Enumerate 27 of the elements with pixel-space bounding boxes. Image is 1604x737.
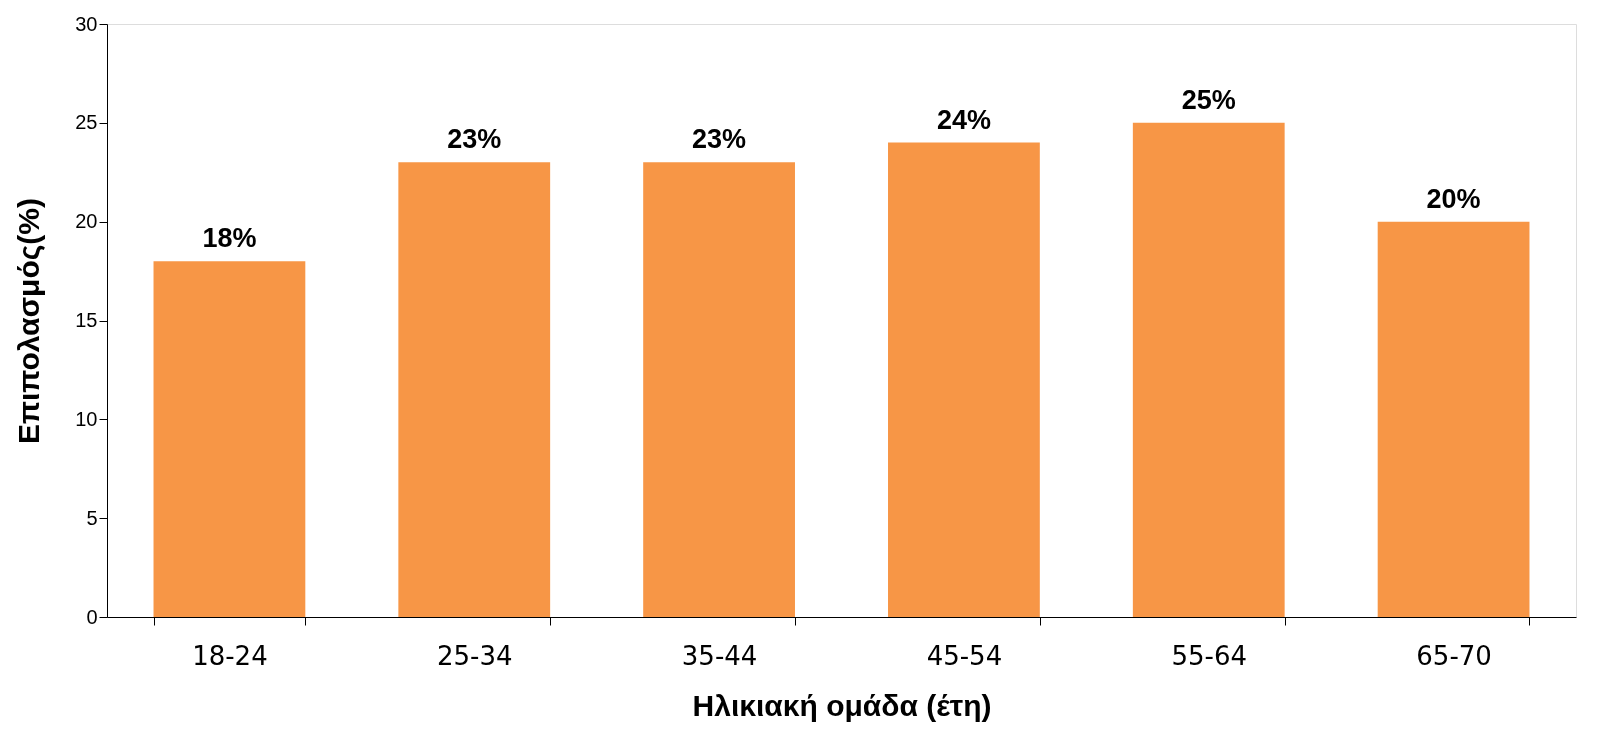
- y-tick-label: 5: [86, 506, 98, 529]
- data-label: 24%: [936, 104, 991, 135]
- bar: [1132, 122, 1285, 617]
- bar: [1377, 221, 1530, 617]
- bar: [643, 162, 795, 617]
- data-label: 25%: [1181, 84, 1236, 115]
- y-axis-title: Επιπολασμός(%): [12, 198, 46, 444]
- x-tick-label: 25-34: [436, 640, 513, 671]
- y-tick-label: 10: [75, 407, 98, 430]
- bar: [153, 261, 306, 617]
- y-tick-label: 25: [75, 111, 98, 134]
- x-tick-label: 35-44: [681, 640, 758, 671]
- x-tick-label: 45-54: [926, 640, 1003, 671]
- y-tick-label: 0: [86, 605, 98, 628]
- x-axis-title: Ηλικιακή ομάδα (έτη): [692, 688, 992, 722]
- x-tick-label: 18-24: [192, 640, 268, 671]
- bar: [398, 162, 551, 617]
- bar: [888, 142, 1040, 617]
- data-label: 23%: [692, 124, 747, 155]
- data-label: 18%: [202, 223, 257, 254]
- y-tick-label: 20: [75, 210, 98, 233]
- data-label: 23%: [447, 124, 502, 155]
- y-tick-label: 15: [75, 309, 98, 331]
- x-tick-label: 65-70: [1416, 640, 1492, 671]
- y-tick-label: 30: [75, 12, 98, 35]
- data-label: 20%: [1426, 183, 1481, 214]
- x-tick-label: 55-64: [1171, 640, 1248, 671]
